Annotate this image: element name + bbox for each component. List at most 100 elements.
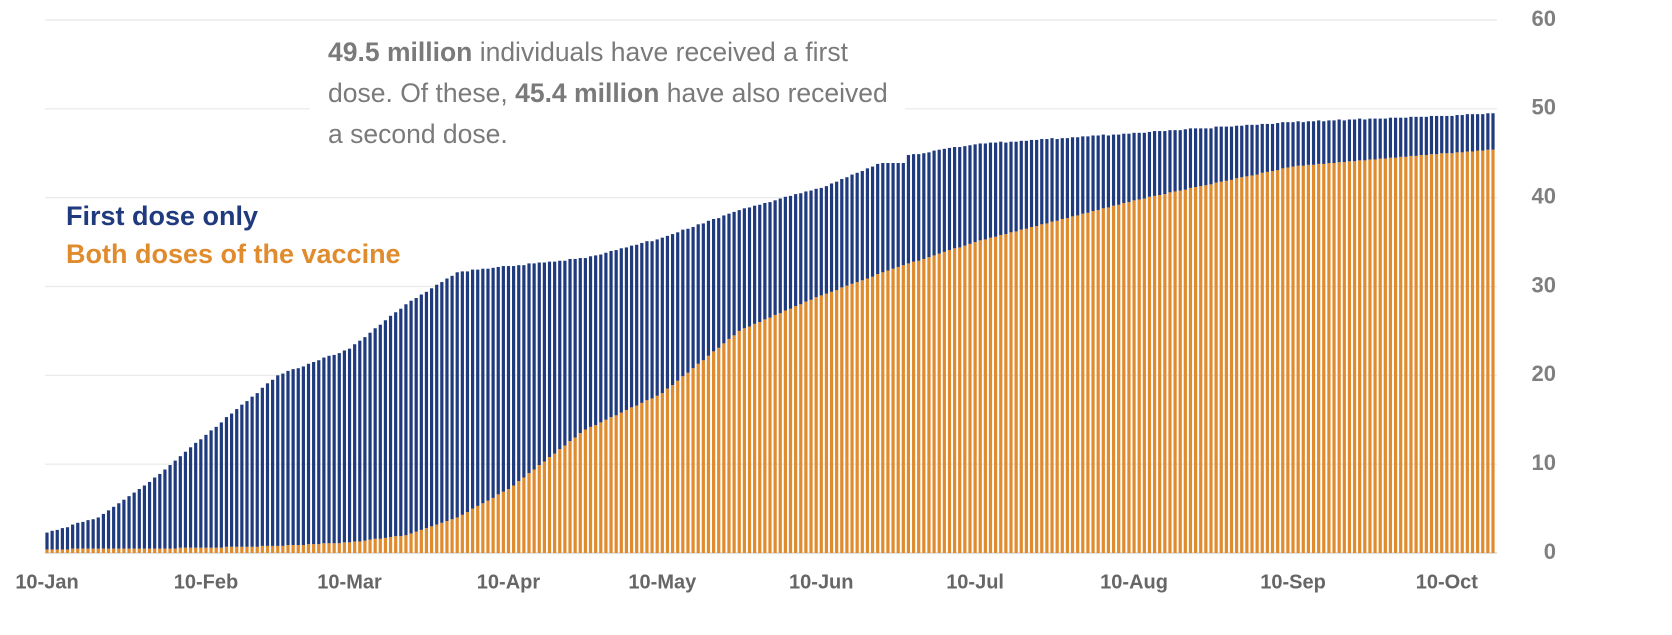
bar-segment [537, 465, 541, 553]
bar-segment [465, 271, 470, 513]
bar-segment [988, 237, 993, 553]
x-tick-label: 10-Oct [1416, 571, 1479, 593]
bar-segment [424, 291, 429, 529]
bar-segment [742, 328, 746, 553]
bar-segment [609, 417, 613, 553]
bar-segment [963, 146, 967, 246]
bar-segment [1352, 119, 1357, 162]
bar-segment [291, 545, 295, 553]
bar-segment [547, 457, 552, 553]
bar-segment [753, 323, 757, 553]
bar-segment [1132, 132, 1136, 201]
x-tick-label: 10-Feb [174, 571, 238, 593]
bar-segment [373, 538, 377, 553]
bar-segment [1111, 134, 1116, 206]
bar-segment [394, 536, 398, 553]
bar-segment [604, 252, 608, 420]
bar-segment [1270, 123, 1275, 172]
bar-segment [81, 548, 85, 553]
bar-segment [563, 445, 567, 553]
bar-segment [799, 193, 803, 305]
bar-segment [1106, 135, 1111, 208]
bar-segment [994, 142, 998, 237]
bar-segment [71, 548, 75, 553]
bar-segment [496, 266, 500, 495]
bar-segment [435, 284, 439, 525]
bar-segment [891, 157, 895, 269]
bar-segment [327, 543, 331, 553]
bar-segment [1276, 170, 1280, 553]
bar-segment [650, 241, 654, 399]
bar-segment [1291, 166, 1295, 553]
bar-segment [440, 522, 444, 553]
bar-segment [917, 260, 921, 553]
bar-segment [1209, 184, 1213, 553]
bar-segment [1465, 151, 1469, 553]
bar-segment [696, 224, 700, 364]
bar-segment [1240, 125, 1244, 178]
bar-segment [1045, 139, 1049, 224]
bar-segment [1429, 115, 1434, 155]
bar-segment [1373, 118, 1377, 160]
bar-segment [819, 295, 823, 553]
bar-segment [845, 177, 849, 286]
bar-segment [1163, 194, 1167, 553]
bar-segment [1301, 122, 1305, 166]
bar-segment [312, 362, 316, 545]
bar-segment [1265, 171, 1269, 553]
bar-segment [660, 237, 664, 394]
bar-segment [229, 413, 234, 547]
bar-segment [1455, 115, 1459, 153]
bar-segment [1127, 133, 1131, 203]
bar-segment [824, 293, 829, 553]
bar-segment [870, 166, 875, 277]
bar-segment [1322, 163, 1326, 553]
bar-segment [629, 245, 634, 408]
bar-segment [86, 520, 90, 549]
bar-segment [147, 548, 152, 553]
bar-segment [1434, 154, 1439, 553]
bar-segment [624, 409, 629, 553]
bar-segment [558, 260, 562, 450]
bar-segment [512, 485, 516, 553]
bar-segment [163, 548, 167, 553]
bar-segment [588, 426, 593, 553]
bar-segment [1204, 185, 1208, 554]
y-tick-label: 50 [1532, 95, 1556, 120]
bar-segment [399, 536, 403, 553]
bar-segment [1132, 200, 1136, 553]
bar-segment [594, 425, 598, 553]
bar-segment [932, 255, 936, 554]
bar-segment [101, 548, 106, 553]
bar-segment [137, 489, 141, 549]
bar-segment [1019, 140, 1023, 230]
bar-segment [419, 529, 423, 553]
bar-segment [347, 348, 352, 543]
bar-segment [147, 481, 152, 549]
bar-segment [670, 234, 675, 386]
bar-segment [886, 159, 890, 271]
bar-segment [1460, 152, 1464, 553]
bar-segment [645, 400, 649, 553]
bar-segment [1306, 164, 1311, 553]
bar-segment [1065, 218, 1070, 553]
bar-segment [199, 547, 203, 553]
bar-segment [394, 312, 398, 537]
bar-segment [1270, 171, 1275, 553]
bar-segment [1481, 150, 1485, 553]
bar-segment [404, 535, 408, 553]
bar-segment [1050, 221, 1054, 553]
bar-segment [117, 503, 121, 549]
bar-segment [1481, 114, 1485, 151]
bar-segment [1024, 140, 1028, 229]
x-tick-label: 10-Jan [15, 571, 78, 593]
bar-segment [173, 548, 177, 553]
bar-segment [999, 141, 1003, 235]
bar-segment [235, 409, 239, 547]
bar-segment [1332, 120, 1336, 164]
bar-segment [276, 545, 280, 553]
bar-segment [645, 241, 649, 401]
bar-segment [578, 258, 582, 434]
bar-segment [486, 500, 490, 553]
bar-segment [670, 385, 675, 553]
